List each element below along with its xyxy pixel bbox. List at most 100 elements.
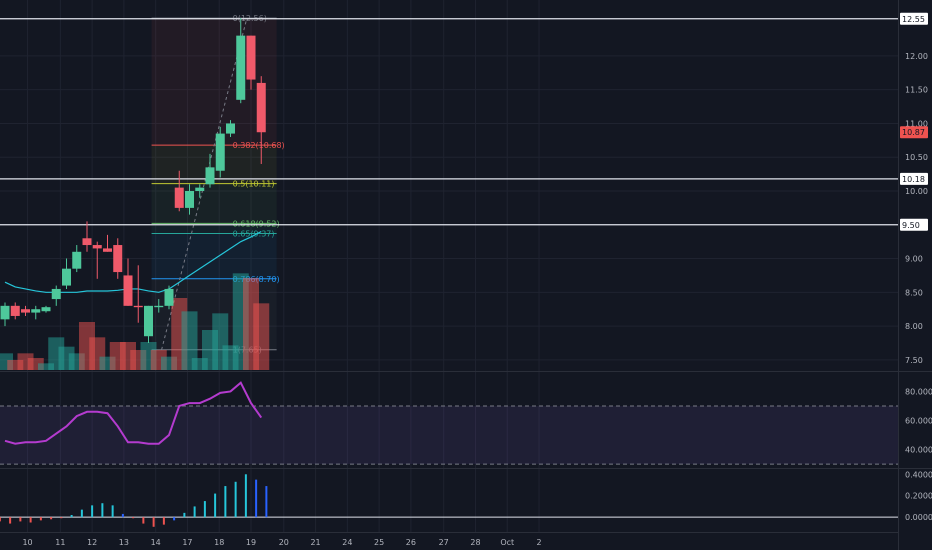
candle-19 (195, 184, 205, 198)
osc-tick-2: 0.0000 (905, 513, 932, 522)
candle-16 (164, 285, 174, 310)
price-tag-10.18: 10.18 (902, 175, 925, 184)
date-tick-27: 27 (439, 538, 449, 547)
date-tick-28: 28 (470, 538, 480, 547)
candle-body-11 (113, 245, 123, 273)
fib-label-0.382: 0.382(10.68) (233, 141, 285, 150)
candle-22 (226, 120, 235, 137)
date-tick-26: 26 (406, 538, 416, 547)
date-tick-18: 18 (214, 538, 224, 547)
price-tick-10.00: 10.00 (905, 187, 928, 196)
price-tick-7.50: 7.50 (905, 356, 923, 365)
fib-zone-0.786 (151, 233, 277, 279)
fib-label-0.5: 0.5(10.11) (233, 180, 275, 189)
fib-zone-0.618 (151, 183, 277, 224)
date-tick-25: 25 (374, 538, 384, 547)
candle-1 (10, 302, 20, 320)
candle-3 (31, 305, 41, 320)
candle-body-8 (82, 238, 92, 246)
candle-6 (62, 258, 71, 289)
candle-body-15 (154, 305, 164, 308)
candle-11 (113, 238, 123, 279)
candle-body-21 (215, 133, 225, 171)
candle-20 (205, 153, 215, 188)
date-tick-10: 10 (22, 538, 32, 547)
candle-0 (0, 302, 10, 327)
rsi-pane[interactable] (0, 381, 898, 465)
date-tick-13: 13 (119, 538, 129, 547)
candle-25 (256, 76, 266, 164)
rsi-tick-1: 60.0000 (905, 417, 932, 426)
candle-body-25 (256, 82, 266, 133)
date-tick-21: 21 (310, 538, 320, 547)
candle-24 (246, 35, 256, 90)
candle-body-16 (164, 288, 174, 306)
fib-label-0.618: 0.618(9.52) (233, 219, 280, 228)
price-tick-11.50: 11.50 (905, 86, 928, 95)
candle-body-9 (92, 245, 102, 249)
rsi-band (0, 405, 898, 465)
grid (0, 0, 898, 532)
date-tick-Oct: Oct (500, 538, 514, 547)
candle-body-24 (246, 35, 256, 80)
osc-tick-1: 0.2000 (905, 492, 932, 501)
candle-4 (41, 305, 51, 313)
volume-bar-1 (7, 360, 24, 370)
fib-zone-0.382 (151, 18, 277, 146)
rsi-tick-0: 80.0000 (905, 387, 932, 396)
osc-tick-0: 0.4000 (905, 470, 932, 479)
candle-13 (133, 265, 143, 323)
oscillator-pane[interactable] (0, 474, 898, 527)
rsi-line (4, 381, 263, 445)
date-tick-11: 11 (55, 538, 65, 547)
candle-body-1 (10, 305, 20, 316)
date-tick-20: 20 (279, 538, 289, 547)
price-tag-bg-10.18 (900, 172, 928, 185)
candle-14 (144, 305, 153, 343)
price-tick-9.00: 9.00 (905, 255, 923, 264)
candle-body-18 (185, 191, 194, 208)
date-tick-17: 17 (182, 538, 192, 547)
candle-body-10 (103, 248, 112, 252)
candle-12 (123, 258, 133, 306)
price-tag-bg-12.55 (900, 12, 928, 25)
date-tick-14: 14 (151, 538, 161, 547)
volume-bars (0, 273, 270, 370)
price-tick-8.50: 8.50 (905, 288, 923, 297)
candles (0, 18, 266, 343)
price-tag-bg-10.87 (900, 126, 928, 139)
candle-5 (51, 285, 61, 306)
candle-15 (154, 299, 164, 313)
volume-bar-4 (38, 363, 54, 370)
price-tag-9.50: 9.50 (902, 221, 920, 230)
price-tag-12.55: 12.55 (902, 15, 925, 24)
candle-body-0 (0, 305, 10, 320)
candle-21 (215, 126, 225, 178)
candle-18 (185, 184, 194, 215)
price-tag-10.87: 10.87 (902, 128, 925, 137)
fib-zone-0.65 (151, 223, 277, 234)
date-tick-19: 19 (246, 538, 256, 547)
candle-7 (72, 245, 82, 273)
fib-label-0.65: 0.65(9.37) (233, 230, 275, 239)
candle-9 (92, 241, 102, 279)
price-tag-bg-9.50 (900, 218, 928, 231)
candle-body-22 (226, 123, 235, 134)
volume-bar-18 (181, 311, 198, 370)
candle-body-13 (133, 305, 143, 308)
price-pane[interactable]: 0(12.56)0.382(10.68)0.5(10.11)0.618(9.52… (0, 14, 898, 370)
candle-body-3 (31, 309, 41, 313)
candle-body-5 (51, 288, 61, 300)
candle-body-23 (236, 35, 246, 100)
candle-body-6 (62, 268, 71, 286)
date-tick-2: 2 (536, 538, 541, 547)
rsi-tick-2: 40.0000 (905, 446, 932, 455)
date-tick-12: 12 (87, 538, 97, 547)
candle-2 (21, 305, 30, 316)
price-tick-11.00: 11.00 (905, 119, 928, 128)
candle-body-12 (123, 275, 133, 306)
candle-body-4 (41, 307, 51, 312)
